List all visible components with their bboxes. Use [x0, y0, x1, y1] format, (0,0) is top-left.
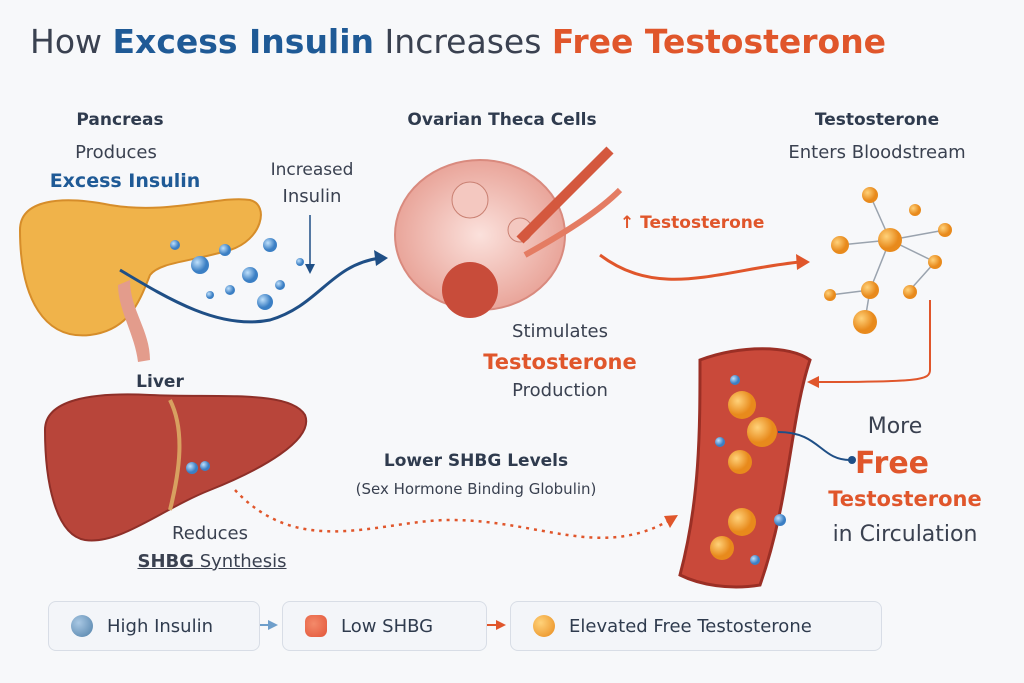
ovary-line2: Testosterone [483, 350, 637, 374]
pancreas-line1: Produces [75, 142, 157, 163]
insulin-line1: Increased [270, 160, 354, 180]
ovary-arrow-label: ↑ Testosterone [620, 213, 765, 233]
circulation-line2: Free [854, 446, 930, 481]
shbg-line1: Lower SHBG Levels [383, 451, 569, 471]
circulation-line1: More [867, 414, 923, 439]
blood-vessel-illustration [678, 347, 812, 589]
ovary-line3: Production [512, 380, 608, 401]
testosterone-heading: Testosterone [814, 110, 940, 130]
circulation-line4: in Circulation [832, 522, 978, 547]
legend-item-low-shbg: Low SHBG [282, 601, 487, 651]
liver-line2: SHBG Synthesis [137, 551, 287, 572]
legend-label: High Insulin [107, 615, 214, 637]
testosterone-line1: Enters Bloodstream [788, 142, 966, 163]
circulation-line3: Testosterone [828, 487, 982, 511]
insulin-molecules [170, 238, 304, 310]
red-shbg-icon [305, 615, 327, 637]
testosterone-molecules [824, 187, 952, 334]
testosterone-arrow [599, 253, 801, 281]
page-title: How Excess Insulin Increases Free Testos… [30, 22, 887, 61]
ovary-illustration [394, 146, 623, 318]
legend-item-free-testosterone: Elevated Free Testosterone [510, 601, 882, 651]
shbg-line2: (Sex Hormone Binding Globulin) [355, 480, 597, 498]
orange-sphere-icon [533, 615, 555, 637]
pancreas-heading: Pancreas [76, 110, 164, 130]
shbg-dotted-arrow [234, 489, 671, 539]
insulin-line2: Insulin [282, 186, 342, 207]
ovary-line1: Stimulates [512, 321, 608, 342]
legend-label: Low SHBG [341, 615, 434, 637]
legend-label: Elevated Free Testosterone [569, 615, 812, 637]
pancreas-line2: Excess Insulin [49, 170, 201, 192]
blue-sphere-icon [71, 615, 93, 637]
liver-line1: Reduces [172, 523, 248, 544]
legend-item-high-insulin: High Insulin [48, 601, 260, 651]
insulin-arrow [119, 256, 381, 324]
liver-heading: Liver [136, 372, 184, 392]
ovary-heading: Ovarian Theca Cells [407, 110, 597, 130]
liver-illustration [43, 393, 308, 542]
